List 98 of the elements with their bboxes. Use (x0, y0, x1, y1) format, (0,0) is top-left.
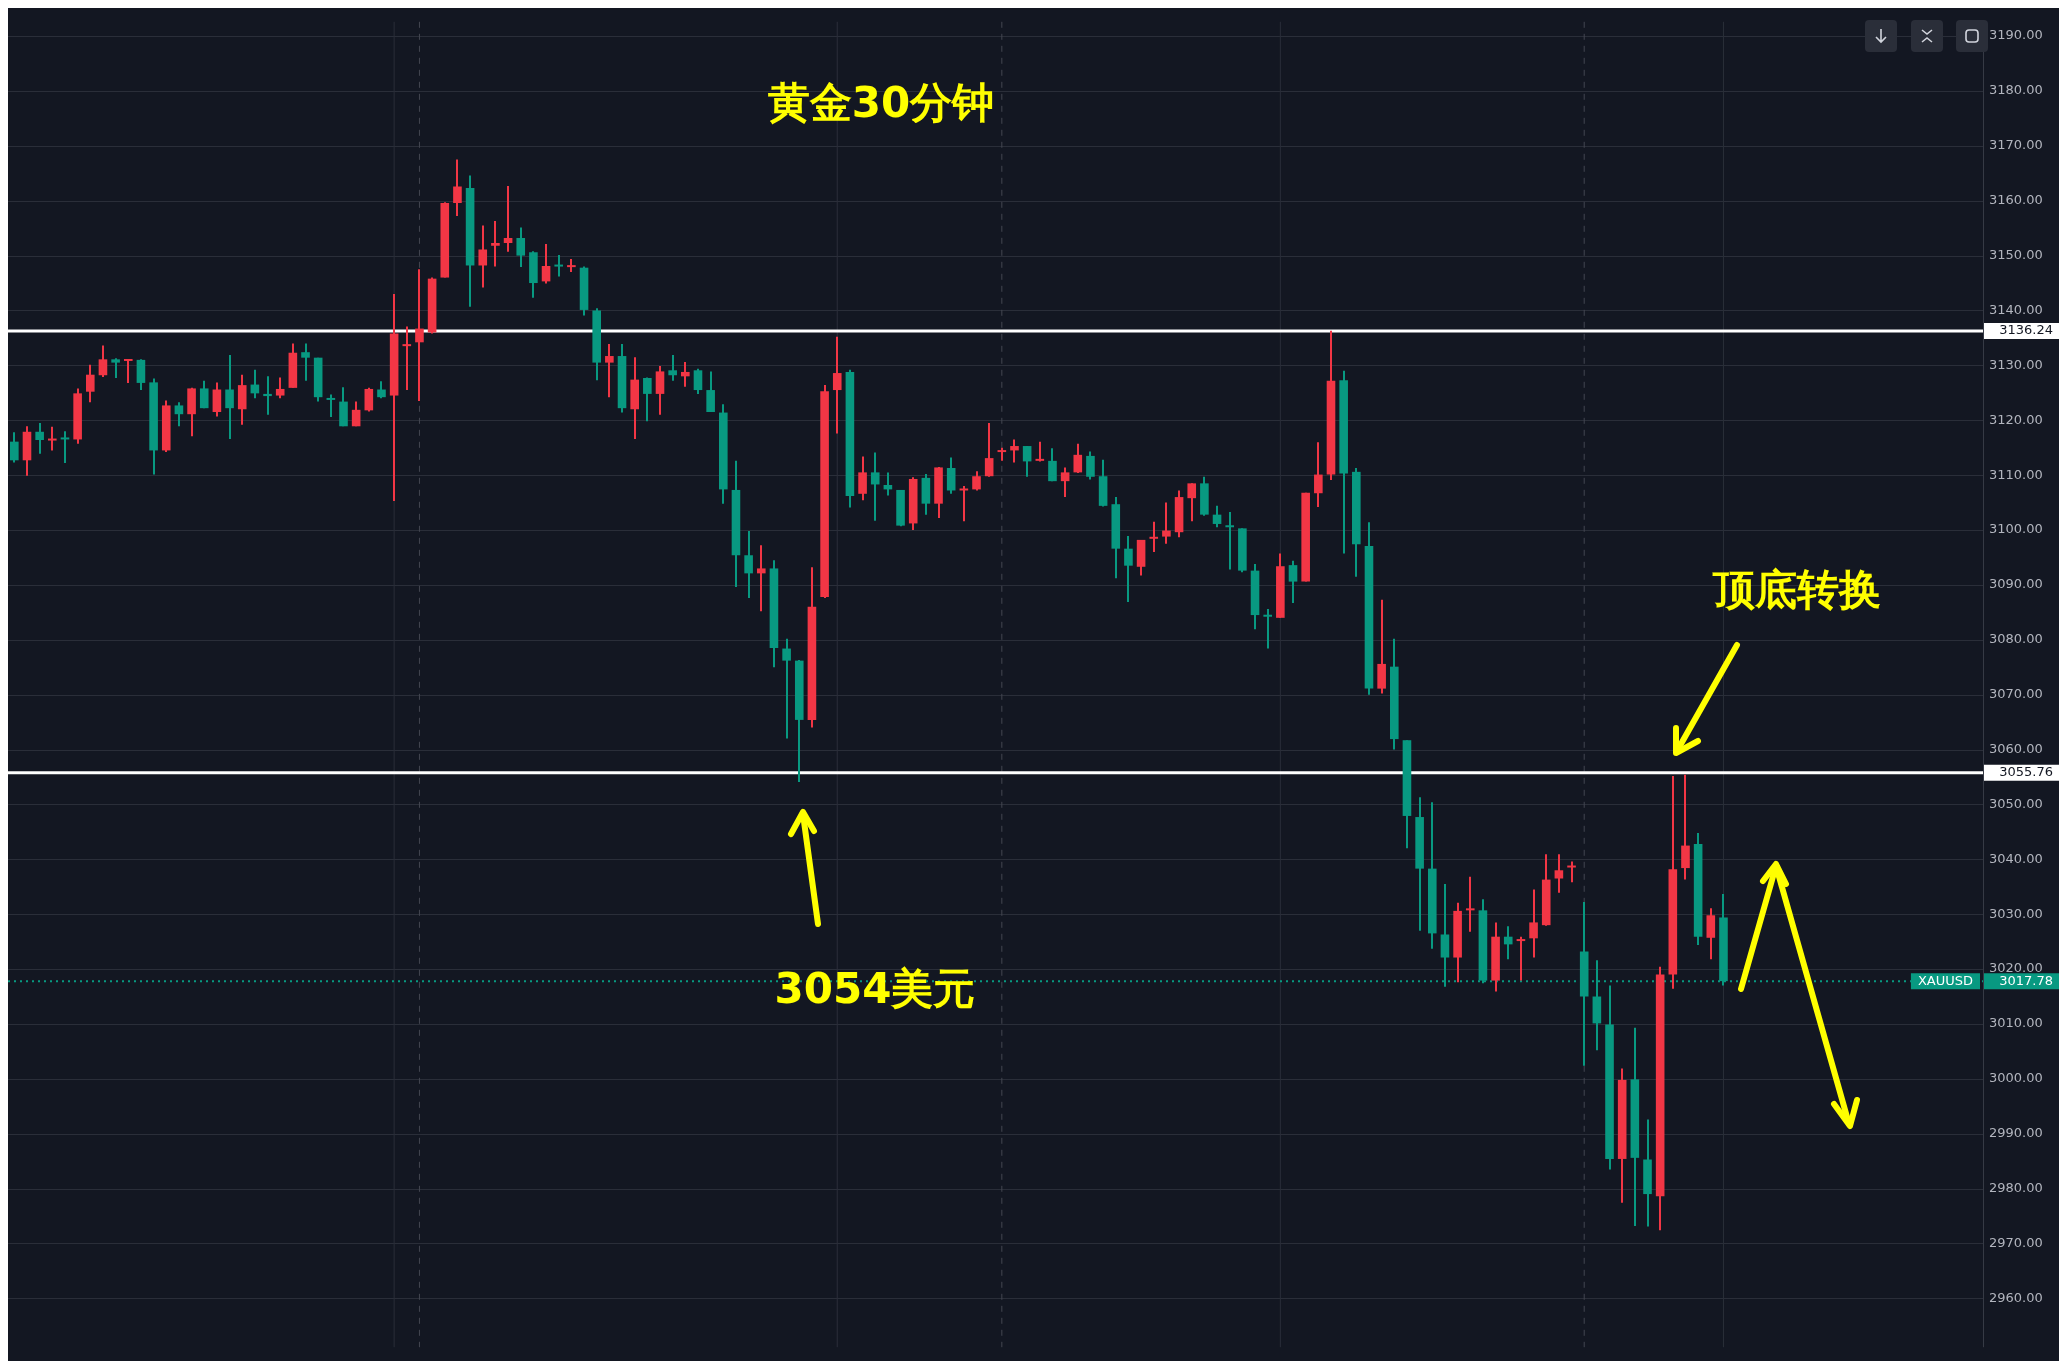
candlestick (1681, 773, 1690, 881)
candlestick (1035, 440, 1045, 463)
y-tick-label: 2980.00 (1989, 1179, 2043, 1195)
y-tick-label: 3100.00 (1989, 521, 2043, 537)
candlestick (706, 370, 715, 414)
ref-line-label: 3055.76 (1999, 764, 2053, 780)
y-tick-label: 3190.00 (1989, 27, 2043, 43)
candlestick (756, 544, 766, 613)
candlestick (301, 342, 310, 382)
candlestick (1503, 925, 1513, 961)
y-tick-label: 3010.00 (1989, 1015, 2043, 1031)
candlestick (98, 344, 108, 378)
candlestick (123, 358, 133, 384)
y-tick-label: 2970.00 (1989, 1234, 2043, 1250)
candlestick (554, 254, 564, 278)
candlestick (516, 226, 526, 269)
y-tick-label: 3070.00 (1989, 686, 2043, 702)
candlestick (35, 421, 44, 455)
y-tick-label: 2990.00 (1989, 1125, 2043, 1141)
candlestick (85, 363, 95, 404)
y-tick-label: 3150.00 (1989, 246, 2043, 262)
candlestick (643, 376, 652, 423)
candlestick (972, 470, 981, 492)
y-tick-label: 3170.00 (1989, 137, 2043, 153)
candlestick (1073, 442, 1083, 474)
y-tick-label: 2960.00 (1989, 1289, 2043, 1305)
candlestick (402, 325, 412, 392)
candlestick (10, 431, 19, 464)
candlestick (351, 400, 361, 428)
annotation: 顶底转换 (1712, 564, 1881, 614)
candlestick (1187, 482, 1197, 523)
candlestick (946, 456, 956, 495)
candlestick (478, 224, 488, 289)
candlestick (199, 379, 209, 410)
candlestick (225, 353, 234, 440)
candlestick (503, 184, 513, 253)
candlestick (870, 451, 880, 522)
y-tick-label: 3060.00 (1989, 740, 2043, 756)
candlestick (1124, 535, 1133, 603)
candlestick (1048, 447, 1057, 483)
candlestick (1529, 888, 1538, 959)
candlestick (275, 376, 285, 400)
y-tick-label: 3080.00 (1989, 631, 2043, 647)
candlestick (744, 530, 753, 600)
candlestick (491, 220, 500, 268)
candlestick (858, 455, 867, 502)
text: 黄金30分钟 (767, 77, 995, 127)
y-tick-label: 3000.00 (1989, 1070, 2043, 1086)
candlestick (668, 353, 677, 382)
y-tick-label: 3040.00 (1989, 850, 2043, 866)
candlestick (212, 381, 222, 418)
y-tick-label: 3140.00 (1989, 301, 2043, 317)
candlestick (453, 158, 462, 218)
candlestick (681, 361, 690, 388)
candlestick (1212, 504, 1222, 529)
candlestick (415, 268, 424, 403)
candlestick (1314, 441, 1323, 508)
candlestick (693, 367, 703, 395)
y-tick-label: 3030.00 (1989, 905, 2043, 921)
candlestick (111, 357, 120, 379)
candlestick (136, 358, 146, 392)
candlestick (984, 421, 994, 478)
candlestick (1706, 907, 1716, 961)
candlestick (1162, 501, 1171, 545)
candlestick (541, 243, 551, 285)
candlestick (1225, 510, 1235, 571)
candlestick (364, 386, 374, 413)
candlestick (1086, 450, 1095, 481)
candlestick (1060, 466, 1070, 499)
candlestick (1554, 853, 1564, 894)
candlestick (48, 425, 57, 452)
y-tick-label: 3090.00 (1989, 576, 2043, 592)
ref-line-label: 3136.24 (1999, 322, 2053, 338)
y-tick-label: 3130.00 (1989, 356, 2043, 372)
candlestick (605, 342, 614, 399)
candlestick (959, 485, 969, 523)
candlestick (1567, 860, 1576, 884)
y-tick-label: 3180.00 (1989, 82, 2043, 98)
candlestick (60, 430, 70, 465)
y-tick-label: 3050.00 (1989, 795, 2043, 811)
annotation: XAUUSD (1917, 972, 1973, 988)
candlestick (1263, 608, 1272, 650)
y-tick-label: 3160.00 (1989, 192, 2043, 208)
candlestick (832, 335, 842, 435)
candlestick (782, 637, 791, 740)
candlestick (1149, 520, 1159, 553)
y-tick-label: 3110.00 (1989, 466, 2043, 482)
candlestick (1288, 559, 1298, 604)
candlestick (326, 393, 336, 418)
candlestick (174, 401, 184, 428)
candlestick (263, 375, 272, 416)
candlestick (655, 364, 665, 416)
candlestick (1516, 935, 1526, 982)
candlestick (1465, 875, 1475, 933)
candlestick (1010, 438, 1019, 464)
annotation: 3054美元 (774, 963, 976, 1013)
y-tick-label: 3120.00 (1989, 411, 2043, 427)
candlestick (1022, 445, 1032, 478)
